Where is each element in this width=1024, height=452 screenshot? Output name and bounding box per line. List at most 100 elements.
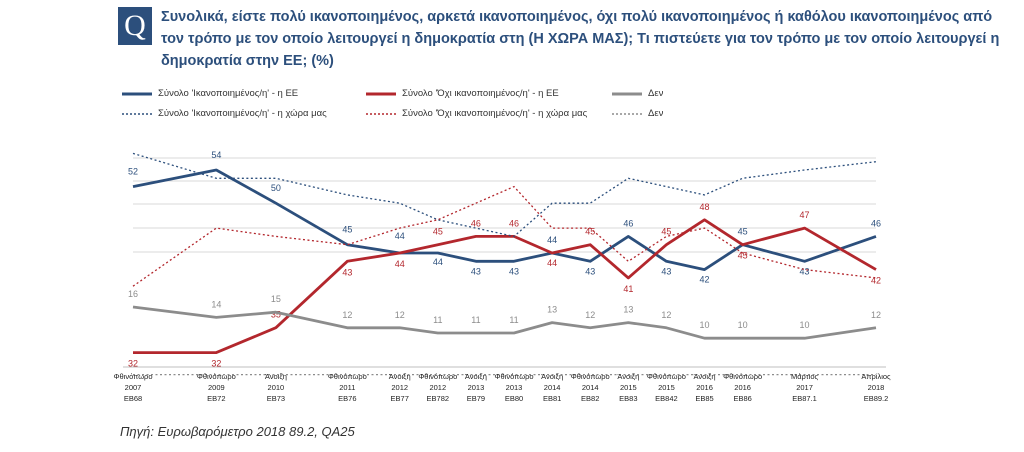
- data-label-notsat_eu: 44: [395, 259, 405, 269]
- legend-swatch-solid-red: [366, 92, 396, 95]
- x-tick-label: 2013: [468, 383, 485, 392]
- x-tick-label: 2013: [506, 383, 523, 392]
- x-tick-label: EB80: [505, 394, 523, 403]
- source-note: Πηγή: Ευρωβαρόμετρο 2018 89.2, QA25: [120, 424, 355, 439]
- data-label-sat_eu: 50: [271, 183, 281, 193]
- x-tick-label: Άνοιξη: [617, 372, 639, 381]
- x-tick-label: Άνοιξη: [389, 372, 411, 381]
- data-label-sat_eu: 43: [585, 266, 595, 276]
- legend-item-notsat-country: Σύνολο 'Όχι ικανοποιημένος/η' - η χώρα μ…: [366, 108, 587, 119]
- x-tick-label: Φθινόπωρο: [495, 372, 534, 381]
- legend-label: Σύνολο 'Ικανοποιημένος/η' - η χώρα μας: [158, 108, 327, 119]
- data-label-notsat_eu: 45: [585, 227, 595, 237]
- data-label-dk_eu: 15: [271, 294, 281, 304]
- x-tick-label: EB77: [391, 394, 409, 403]
- data-label-sat_eu: 45: [342, 225, 352, 235]
- data-label-sat_eu: 42: [700, 275, 710, 285]
- x-tick-label: Φθινόπωρο: [571, 372, 610, 381]
- data-label-notsat_eu: 46: [509, 218, 519, 228]
- data-label-dk_eu: 13: [547, 305, 557, 315]
- data-label-dk_eu: 12: [342, 310, 352, 320]
- x-tick-label: EB782: [427, 394, 450, 403]
- x-tick-label: Φθινόπωρο: [197, 372, 236, 381]
- title-line-2: τον τρόπο με τον οποίο λειτουργεί η δημο…: [161, 31, 1000, 47]
- x-tick-label: 2016: [696, 383, 713, 392]
- x-tick-label: 2016: [734, 383, 751, 392]
- data-label-sat_eu: 43: [471, 266, 481, 276]
- x-tick-label: EB73: [267, 394, 285, 403]
- data-label-dk_eu: 16: [128, 289, 138, 299]
- x-tick-label: EB842: [655, 394, 678, 403]
- data-label-notsat_eu: 47: [800, 210, 810, 220]
- data-label-dk_eu: 11: [433, 315, 442, 325]
- x-tick-label: Φθινόπωρο: [723, 372, 762, 381]
- data-label-sat_eu: 43: [509, 266, 519, 276]
- x-tick-label: 2015: [658, 383, 675, 392]
- data-label-sat_eu: 44: [395, 231, 405, 241]
- x-tick-label: 2014: [544, 383, 561, 392]
- x-tick-label: EB68: [124, 394, 142, 403]
- legend-item-sat-eu: Σύνολο 'Ικανοποιημένος/η' - η ΕΕ: [122, 88, 298, 99]
- data-label-sat_eu: 44: [547, 235, 557, 245]
- legend-item-notsat-eu: Σύνολο 'Όχι ικανοποιημένος/η' - η ΕΕ: [366, 88, 559, 99]
- x-tick-label: 2010: [268, 383, 285, 392]
- x-tick-label: Απρίλιος: [861, 372, 891, 381]
- data-label-dk_eu: 12: [395, 310, 405, 320]
- x-tick-label: EB85: [695, 394, 713, 403]
- x-tick-label: Άνοιξη: [265, 372, 287, 381]
- page-title: Συνολικά, είστε πολύ ικανοποιημένος, αρκ…: [161, 6, 1021, 72]
- x-tick-label: 2009: [208, 383, 225, 392]
- legend-label: Σύνολο 'Όχι ικανοποιημένος/η' - η ΕΕ: [402, 88, 559, 99]
- question-badge: Q: [118, 7, 152, 45]
- x-tick-label: Φθινόπωρο: [114, 372, 153, 381]
- data-label-sat_eu: 43: [800, 266, 810, 276]
- legend-label: Σύνολο 'Ικανοποιημένος/η' - η ΕΕ: [158, 88, 299, 99]
- legend-item-sat-country: Σύνολο 'Ικανοποιημένος/η' - η χώρα μας: [122, 108, 327, 119]
- x-tick-label: EB89.2: [864, 394, 889, 403]
- data-label-dk_eu: 10: [700, 320, 710, 330]
- data-label-sat_eu: 46: [871, 218, 881, 228]
- data-label-dk_eu: 10: [800, 320, 810, 330]
- x-tick-label: Φθινόπωρο: [418, 372, 457, 381]
- data-label-dk_eu: 12: [585, 310, 595, 320]
- legend-item-dk-eu: Δεν: [612, 88, 663, 99]
- title-line-3: δημοκρατία στην ΕΕ; (%): [161, 53, 334, 69]
- data-label-sat_eu: 43: [661, 266, 671, 276]
- x-tick-label: 2018: [868, 383, 885, 392]
- data-label-notsat_eu: 45: [738, 251, 748, 261]
- chart-legend: Σύνολο 'Ικανοποιημένος/η' - η ΕΕ Σύνολο …: [122, 88, 1022, 128]
- x-tick-label: EB83: [619, 394, 637, 403]
- data-label-dk_eu: 12: [661, 310, 671, 320]
- data-label-notsat_eu: 43: [342, 267, 352, 277]
- x-tick-label: Φθινόπωρο: [328, 372, 367, 381]
- data-label-notsat_eu: 46: [471, 218, 481, 228]
- x-tick-label: EB79: [467, 394, 485, 403]
- data-label-notsat_eu: 35: [271, 310, 281, 320]
- data-label-notsat_eu: 42: [871, 276, 881, 286]
- x-tick-label: 2017: [796, 383, 813, 392]
- data-label-sat_eu: 44: [433, 257, 443, 267]
- legend-label: Σύνολο 'Όχι ικανοποιημένος/η' - η χώρα μ…: [402, 108, 588, 119]
- legend-label: Δεν: [648, 88, 664, 99]
- x-tick-label: 2015: [620, 383, 637, 392]
- x-tick-label: Μάρτιος: [791, 372, 819, 381]
- x-tick-label: EB87.1: [792, 394, 817, 403]
- data-label-sat_eu: 52: [128, 167, 138, 177]
- series-line-sat_eu: [132, 168, 877, 272]
- data-label-notsat_eu: 41: [623, 284, 633, 294]
- series-line-dk_eu: [132, 305, 877, 340]
- data-label-dk_eu: 11: [471, 315, 480, 325]
- data-label-dk_eu: 11: [509, 315, 518, 325]
- series-line-notsat_country: [132, 185, 877, 287]
- data-label-dk_eu: 14: [211, 299, 221, 309]
- series-line-sat_country: [132, 152, 877, 238]
- title-line-1: Συνολικά, είστε πολύ ικανοποιημένος, αρκ…: [161, 9, 993, 25]
- legend-label: Δεν: [648, 108, 664, 119]
- x-tick-label: 2012: [391, 383, 408, 392]
- data-label-notsat_eu: 32: [128, 359, 138, 369]
- x-tick-label: 2011: [339, 383, 355, 392]
- data-label-notsat_eu: 32: [211, 359, 221, 369]
- x-tick-label: 2014: [582, 383, 599, 392]
- x-tick-label: EB76: [338, 394, 356, 403]
- legend-swatch-dotted-red: [366, 112, 396, 115]
